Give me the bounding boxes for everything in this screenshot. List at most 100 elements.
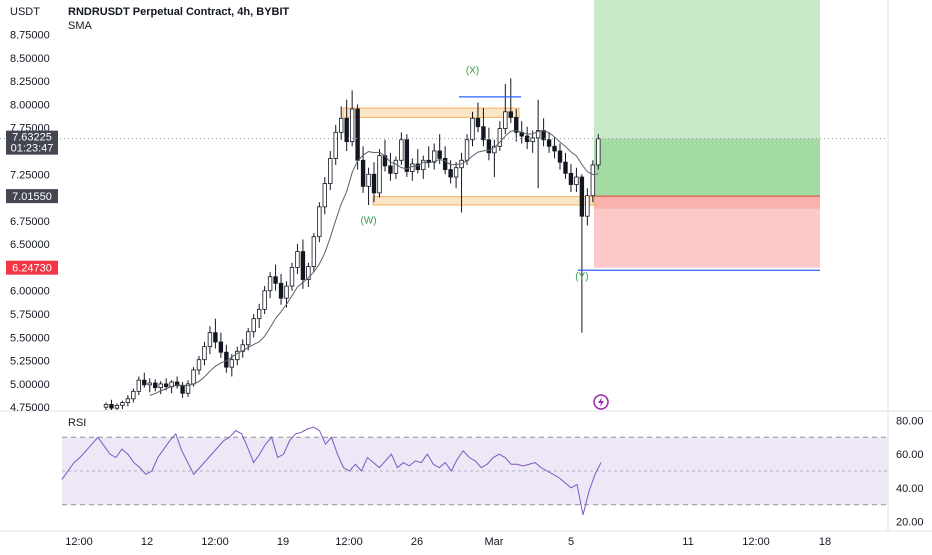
candle-body-down xyxy=(475,117,481,128)
candle xyxy=(185,380,191,397)
symbol-title[interactable]: RNDRUSDT Perpetual Contract, 4h, BYBIT xyxy=(68,6,290,18)
entry-price-value: 7.01550 xyxy=(12,191,52,203)
price-tick-label: 5.25000 xyxy=(10,356,50,368)
price-tick-label: 8.50000 xyxy=(10,53,50,65)
candle-body-down xyxy=(557,150,563,163)
supply-demand-zones[interactable] xyxy=(342,107,595,206)
candle xyxy=(492,139,497,178)
candle xyxy=(339,106,344,140)
time-tick-label: 12 xyxy=(141,536,153,548)
candle-body-up xyxy=(431,150,437,163)
wave-label: (Y) xyxy=(575,272,588,283)
candle-body-up xyxy=(295,251,300,268)
price-tick-label: 5.50000 xyxy=(10,332,50,344)
price-tick-label: 6.50000 xyxy=(10,239,50,251)
candle-body-up xyxy=(114,404,120,409)
rsi-tick-label: 20.00 xyxy=(896,517,924,529)
candle-body-up xyxy=(136,379,142,392)
candle-body-up xyxy=(377,155,382,194)
candle-body-down xyxy=(213,332,218,343)
indicator-label-rsi[interactable]: RSI xyxy=(68,417,86,429)
candle-body-up xyxy=(267,276,273,292)
candle-body-up xyxy=(399,139,404,161)
stop-price-badge: 6.24730 xyxy=(6,260,58,275)
candle xyxy=(196,355,202,375)
candle-body-down xyxy=(300,251,306,280)
rsi-pane[interactable] xyxy=(61,426,888,515)
candle xyxy=(284,281,289,308)
candle-body-up xyxy=(306,266,311,280)
candle xyxy=(404,134,410,178)
current-price-badge: 7.63225 01:23:47 xyxy=(6,130,58,155)
candle xyxy=(574,167,579,192)
time-tick-label: 12:00 xyxy=(742,536,770,548)
candle xyxy=(535,99,541,189)
candle-body-down xyxy=(426,159,431,163)
long-position-tool[interactable] xyxy=(594,0,820,268)
indicator-label-sma[interactable]: SMA xyxy=(68,20,93,32)
annotations: (X) (W) (Y) xyxy=(361,66,820,283)
candle xyxy=(235,346,240,366)
candle-body-down xyxy=(442,158,448,170)
price-tick-label: 4.75000 xyxy=(10,402,50,414)
candle xyxy=(306,262,311,287)
candle-body-up xyxy=(590,164,596,197)
candle xyxy=(289,262,295,291)
candle xyxy=(147,378,152,393)
candle xyxy=(546,132,552,153)
candle xyxy=(431,143,437,170)
candle xyxy=(202,341,207,366)
candle-body-up xyxy=(410,163,415,172)
time-tick-label: 12:00 xyxy=(201,536,229,548)
candle-body-up xyxy=(492,145,497,154)
candle xyxy=(251,314,256,338)
current-price-badge-bg xyxy=(6,130,58,155)
candle-body-up xyxy=(289,267,295,287)
candle-body-up xyxy=(147,382,152,386)
candle xyxy=(470,111,475,147)
candle-body-down xyxy=(142,379,147,386)
candle-countdown: 01:23:47 xyxy=(11,143,54,155)
time-axis[interactable]: 12:00 12 12:00 19 12:00 26 Mar 5 11 12:00 18 xyxy=(65,536,831,548)
candle xyxy=(508,78,513,123)
candle xyxy=(278,273,284,305)
entry-price-badge: 7.01550 xyxy=(6,189,58,204)
candle-body-up xyxy=(311,236,317,267)
time-tick-label: 11 xyxy=(682,536,693,548)
candle-body-up xyxy=(317,206,322,238)
candle xyxy=(333,124,338,165)
candle xyxy=(246,328,251,351)
time-tick-label: Mar xyxy=(485,536,504,548)
candle-body-down xyxy=(344,117,349,143)
candle xyxy=(295,244,300,274)
time-tick-label: 5 xyxy=(568,536,574,548)
candle-body-up xyxy=(322,183,327,208)
candle xyxy=(229,354,235,377)
candle xyxy=(514,109,519,142)
candle xyxy=(322,177,327,215)
currency-label[interactable]: USDT xyxy=(10,6,40,18)
candle-body-up xyxy=(240,344,245,352)
candle-body-down xyxy=(174,381,180,387)
rsi-axis[interactable]: 80.00 60.00 40.00 20.00 xyxy=(896,415,924,528)
candle xyxy=(218,332,224,358)
candle xyxy=(448,160,453,184)
price-tick-label: 8.25000 xyxy=(10,76,50,88)
wave-label: (X) xyxy=(466,66,479,77)
candle-body-up xyxy=(131,390,136,400)
rsi-line xyxy=(61,426,602,515)
candle-body-up xyxy=(284,285,289,299)
lightning-icon[interactable] xyxy=(593,394,609,410)
candle-body-down xyxy=(514,117,519,133)
candle xyxy=(328,150,333,191)
stop-price-value: 6.24730 xyxy=(12,263,52,275)
candle xyxy=(267,272,273,299)
candle-body-up xyxy=(349,108,355,143)
currency-label-bg xyxy=(0,0,62,20)
time-tick-label: 12:00 xyxy=(65,536,93,548)
candle xyxy=(552,136,557,159)
candle xyxy=(240,339,245,358)
candle xyxy=(114,403,120,410)
